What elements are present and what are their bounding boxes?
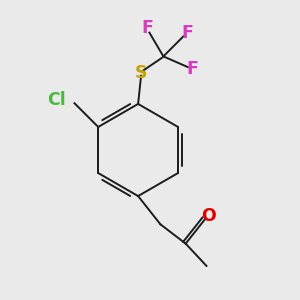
Text: F: F — [187, 60, 198, 78]
Text: O: O — [201, 207, 216, 225]
Text: F: F — [181, 24, 193, 42]
Text: S: S — [135, 64, 147, 82]
Text: F: F — [141, 19, 153, 37]
Text: Cl: Cl — [47, 91, 66, 109]
